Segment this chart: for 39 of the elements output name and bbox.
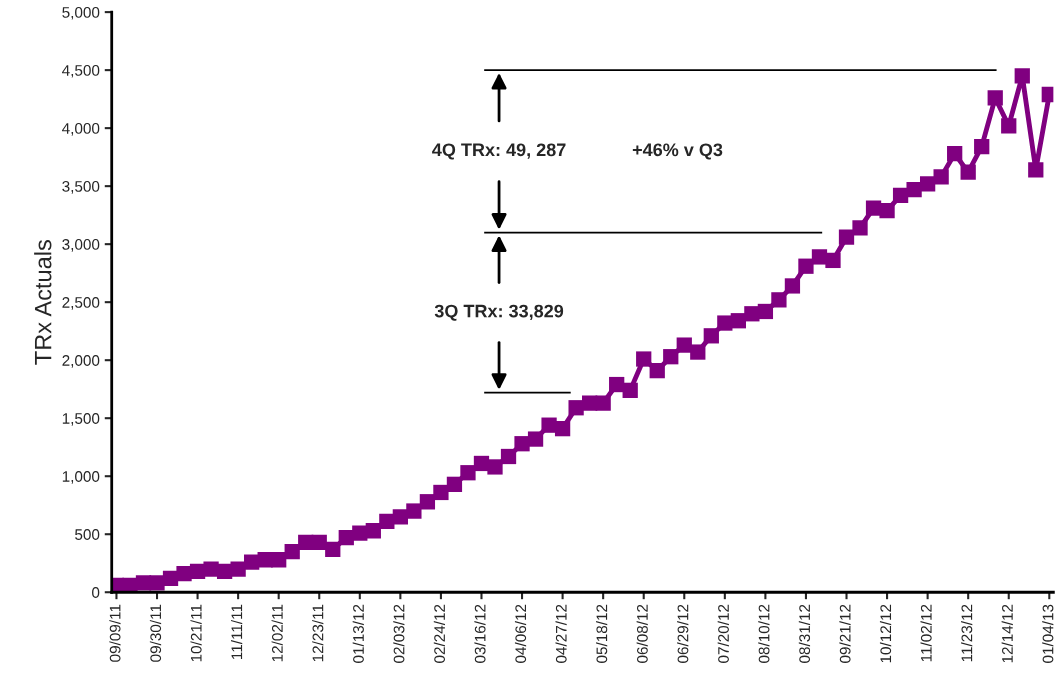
y-tick-label: 1,500	[62, 413, 100, 426]
x-tick-label: 11/11/11	[231, 604, 243, 659]
x-tick-label: 09/09/11	[109, 604, 121, 662]
x-tick-label: 12/14/12	[1001, 604, 1013, 663]
x-tick-label: 07/20/12	[717, 604, 729, 663]
y-tick-label: 4,500	[62, 64, 100, 78]
x-tick-label: 11/23/12	[961, 604, 973, 662]
annotation: 3Q TRx: 33,829	[434, 304, 564, 321]
x-tick-label: 06/29/12	[677, 604, 689, 663]
y-axis-title: TRx Actuals	[34, 240, 52, 365]
x-tick-label: 01/04/13	[1042, 604, 1054, 663]
y-tick-label: 3,000	[62, 239, 100, 252]
x-tick-label: 03/16/12	[474, 604, 486, 663]
x-tick-label: 11/02/12	[920, 604, 932, 662]
annotation: +46% v Q3	[632, 143, 723, 160]
y-tick-label: 500	[75, 529, 100, 540]
x-tick-label: 12/02/11	[271, 604, 283, 662]
x-tick-label: 10/12/12	[879, 604, 892, 663]
x-tick-label: 08/31/12	[798, 604, 811, 663]
x-tick-label: 02/24/12	[433, 604, 446, 663]
x-tick-label: 05/18/12	[596, 604, 608, 663]
x-tick-label: 04/06/12	[514, 604, 527, 663]
x-tick-label: 08/10/12	[758, 604, 770, 663]
y-tick-label: 1,000	[62, 471, 100, 484]
x-tick-label: 01/13/12	[352, 604, 364, 663]
y-tick-label: 2,000	[62, 355, 100, 368]
y-tick-label: 5,000	[62, 6, 100, 20]
y-tick-label: 3,500	[62, 181, 100, 194]
y-tick-label: 0	[92, 587, 100, 598]
y-tick-label: 4,000	[62, 123, 100, 136]
x-tick-label: 12/23/11	[312, 604, 324, 662]
x-tick-label: 09/30/11	[149, 604, 162, 662]
x-tick-label: 06/08/12	[636, 604, 648, 663]
x-tick-label: 04/27/12	[555, 604, 567, 663]
x-tick-label: 02/03/12	[393, 604, 405, 663]
x-tick-label: 10/21/11	[190, 604, 202, 662]
y-tick-label: 2,500	[62, 297, 100, 310]
x-tick-label: 09/21/12	[839, 604, 851, 663]
annotation: 4Q TRx: 49, 287	[432, 143, 566, 160]
